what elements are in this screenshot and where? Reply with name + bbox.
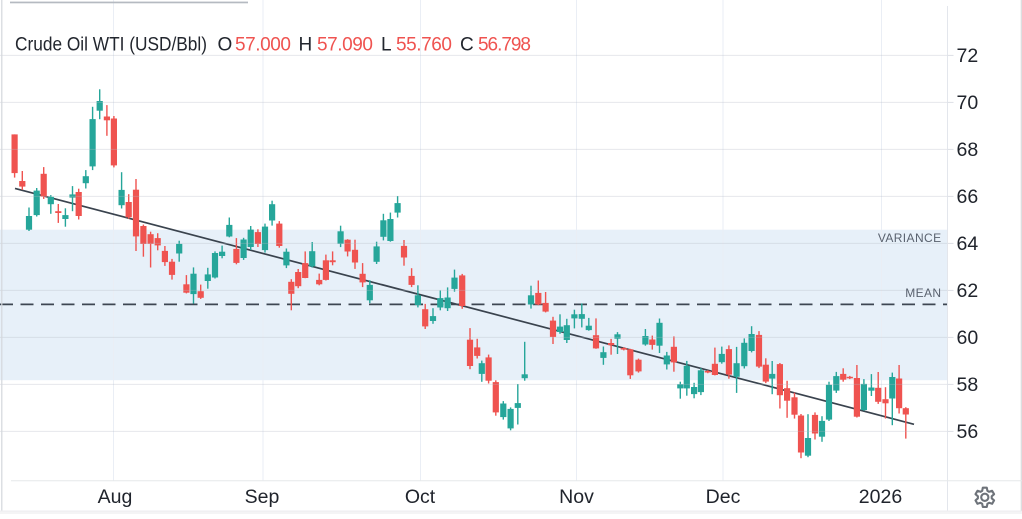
svg-text:VARIANCE: VARIANCE [878,231,942,245]
svg-text:Oct: Oct [405,486,436,508]
svg-text:70: 70 [957,92,979,114]
svg-text:Aug: Aug [98,486,133,508]
svg-text:60: 60 [957,327,979,349]
svg-text:Crude Oil WTI (USD/Bbl)O57.000: Crude Oil WTI (USD/Bbl) O 57.000 H 57.090 L 55… [15,35,531,56]
svg-text:72: 72 [957,45,979,67]
svg-text:56: 56 [957,421,979,443]
svg-text:66: 66 [957,186,979,208]
svg-text:2026: 2026 [859,486,902,508]
svg-text:62: 62 [957,280,979,302]
svg-text:68: 68 [957,139,979,161]
svg-text:64: 64 [957,233,979,255]
svg-text:Sep: Sep [245,486,280,508]
svg-text:Dec: Dec [706,486,741,508]
svg-text:58: 58 [957,374,979,396]
svg-text:Nov: Nov [559,486,594,508]
svg-text:MEAN: MEAN [905,286,941,300]
